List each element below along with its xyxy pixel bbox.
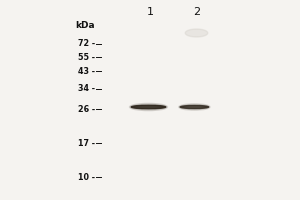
Ellipse shape: [130, 103, 167, 111]
Ellipse shape: [180, 105, 209, 109]
Ellipse shape: [185, 29, 208, 37]
Text: 26 -: 26 -: [78, 104, 95, 114]
Text: kDa: kDa: [75, 21, 94, 29]
Text: 2: 2: [193, 7, 200, 17]
Text: 43 -: 43 -: [78, 66, 95, 75]
Text: 1: 1: [146, 7, 154, 17]
Text: 34 -: 34 -: [78, 84, 95, 93]
Ellipse shape: [179, 104, 210, 110]
Text: 72 -: 72 -: [78, 40, 95, 48]
Ellipse shape: [131, 105, 166, 109]
Text: 17 -: 17 -: [78, 138, 95, 148]
Text: 10 -: 10 -: [78, 172, 95, 182]
Text: 55 -: 55 -: [78, 52, 95, 62]
